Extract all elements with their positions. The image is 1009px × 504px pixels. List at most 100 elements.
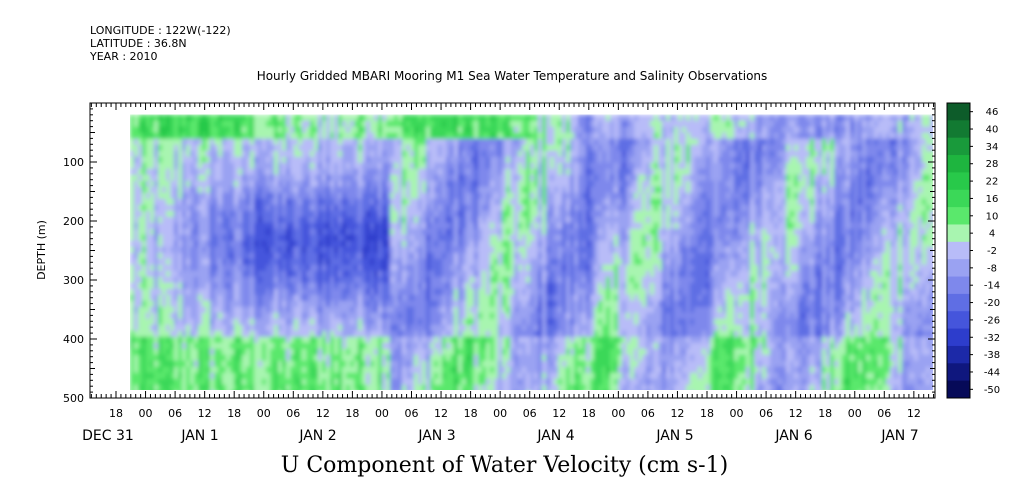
heatmap-cell xyxy=(858,126,863,134)
heatmap-cell xyxy=(694,246,699,254)
heatmap-cell xyxy=(750,138,755,146)
heatmap-cell xyxy=(226,216,231,224)
heatmap-cell xyxy=(186,156,191,164)
heatmap-cell xyxy=(582,216,587,224)
heatmap-cell xyxy=(658,240,663,248)
heatmap-cell xyxy=(134,210,139,218)
heatmap-cell xyxy=(494,174,499,182)
heatmap-cell xyxy=(218,144,223,152)
heatmap-cell xyxy=(558,114,563,122)
heatmap-cell xyxy=(306,192,311,200)
heatmap-cell xyxy=(814,120,819,128)
heatmap-cell xyxy=(274,156,279,164)
heatmap-cell xyxy=(290,180,295,188)
heatmap-cell xyxy=(450,168,455,176)
heatmap-cell xyxy=(766,186,771,194)
heatmap-cell xyxy=(618,192,623,200)
heatmap-cell xyxy=(298,222,303,230)
heatmap-cell xyxy=(310,210,315,218)
heatmap-cell xyxy=(654,228,659,236)
heatmap-cell xyxy=(822,246,827,254)
heatmap-cell xyxy=(490,180,495,188)
heatmap-cell xyxy=(566,210,571,218)
heatmap-cell xyxy=(170,174,175,182)
heatmap-cell xyxy=(602,174,607,182)
heatmap-cell xyxy=(406,198,411,206)
heatmap-cell xyxy=(242,144,247,152)
heatmap-cell xyxy=(166,120,171,128)
heatmap-cell xyxy=(546,228,551,236)
heatmap-cell xyxy=(282,210,287,218)
heatmap-cell xyxy=(542,138,547,146)
heatmap-cell xyxy=(150,150,155,158)
heatmap-cell xyxy=(730,198,735,206)
heatmap-cell xyxy=(618,132,623,140)
heatmap-cell xyxy=(370,156,375,164)
heatmap-cell xyxy=(374,216,379,224)
heatmap-cell xyxy=(642,156,647,164)
heatmap-cell xyxy=(294,246,299,254)
heatmap-cell xyxy=(694,150,699,158)
heatmap-cell xyxy=(830,204,835,212)
heatmap-cell xyxy=(294,114,299,122)
heatmap-cell xyxy=(630,246,635,254)
heatmap-cell xyxy=(198,144,203,152)
heatmap-cell xyxy=(846,120,851,128)
heatmap-cell xyxy=(254,168,259,176)
heatmap-cell xyxy=(242,198,247,206)
heatmap-cell xyxy=(194,198,199,206)
heatmap-cell xyxy=(414,192,419,200)
heatmap-cell xyxy=(542,150,547,158)
heatmap-cell xyxy=(806,162,811,170)
heatmap-cell xyxy=(146,120,151,128)
heatmap-cell xyxy=(430,162,435,170)
heatmap-cell xyxy=(510,216,515,224)
heatmap-cell xyxy=(398,174,403,182)
heatmap-cell xyxy=(562,168,567,176)
heatmap-cell xyxy=(130,222,135,230)
heatmap-cell xyxy=(930,234,933,242)
heatmap-cell xyxy=(158,126,163,134)
heatmap-cell xyxy=(794,168,799,176)
heatmap-cell xyxy=(674,246,679,254)
heatmap-cell xyxy=(158,204,163,212)
heatmap-cell xyxy=(430,114,435,122)
heatmap-cell xyxy=(326,168,331,176)
heatmap-cell xyxy=(646,240,651,248)
heatmap-cell xyxy=(202,210,207,218)
heatmap-cell xyxy=(326,216,331,224)
heatmap-cell xyxy=(186,210,191,218)
heatmap-cell xyxy=(870,180,875,188)
heatmap-cell xyxy=(630,240,635,248)
heatmap-cell xyxy=(426,174,431,182)
heatmap-cell xyxy=(634,186,639,194)
heatmap-cell xyxy=(326,186,331,194)
heatmap-cell xyxy=(362,240,367,248)
heatmap-cell xyxy=(818,180,823,188)
heatmap-cell xyxy=(734,138,739,146)
heatmap-cell xyxy=(566,216,571,224)
heatmap-cell xyxy=(670,186,675,194)
heatmap-cell xyxy=(198,150,203,158)
heatmap-cell xyxy=(470,138,475,146)
heatmap-cell xyxy=(458,192,463,200)
heatmap-cell xyxy=(578,174,583,182)
heatmap-cell xyxy=(734,180,739,188)
heatmap-cell xyxy=(790,174,795,182)
heatmap-cell xyxy=(830,174,835,182)
heatmap-cell xyxy=(886,150,891,158)
heatmap-cell xyxy=(750,216,755,224)
heatmap-cell xyxy=(198,174,203,182)
heatmap-cell xyxy=(886,192,891,200)
heatmap-cell xyxy=(610,246,615,254)
heatmap-cell xyxy=(274,234,279,242)
heatmap-cell xyxy=(358,126,363,134)
heatmap-cell xyxy=(302,156,307,164)
heatmap-cell xyxy=(654,126,659,134)
heatmap-cell xyxy=(554,162,559,170)
heatmap-cell xyxy=(434,126,439,134)
heatmap-cell xyxy=(442,150,447,158)
heatmap-cell xyxy=(850,240,855,248)
heatmap-cell xyxy=(338,126,343,134)
heatmap-cell xyxy=(386,186,391,194)
